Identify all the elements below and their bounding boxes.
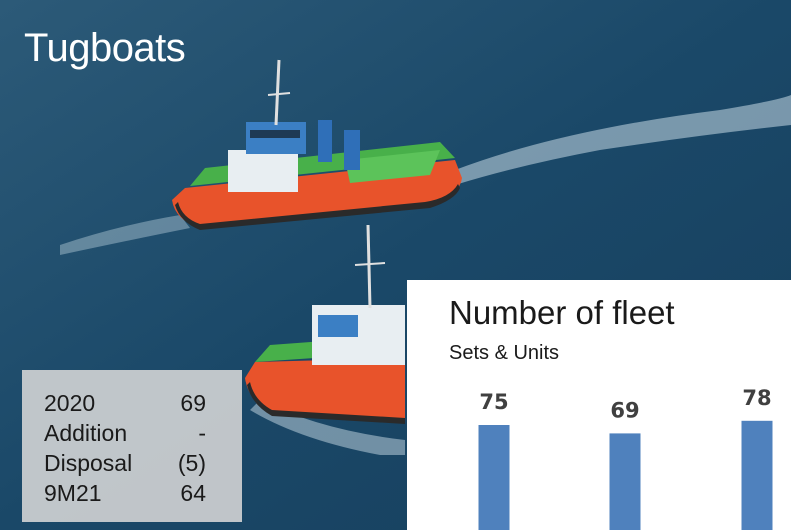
summary-value: - [198,420,206,446]
summary-label: Disposal [44,450,133,476]
summary-row: 9M21 64 [44,480,206,510]
summary-value: (5) [177,450,206,476]
wake [60,215,190,255]
bar-0 [478,425,510,530]
tugboat-2 [245,224,405,424]
summary-value: 64 [180,480,206,506]
fleet-bar-chart: 75 69 78 [478,386,773,530]
bar-value-label-1: 69 [610,398,639,422]
chart-title: Number of fleet [449,294,675,331]
summary-label: 9M21 [44,480,102,506]
summary-label: Addition [44,420,128,446]
summary-row: Disposal (5) [44,450,206,480]
summary-row: Addition - [44,420,206,450]
summary-row: 2020 69 [44,390,206,420]
wake [455,95,791,185]
fleet-summary-box: 2020 69 Addition - Disposal (5) 9M21 64 [22,370,242,522]
bar-1 [609,433,641,530]
bar-value-label-2: 78 [742,386,771,410]
summary-value: 69 [180,390,206,416]
page-title: Tugboats [24,26,186,70]
bar-2 [741,420,773,530]
bar-value-label-0: 75 [479,390,508,414]
chart-subtitle: Sets & Units [449,342,560,364]
fleet-chart-card: Number of fleet Sets & Units 75 69 78 [407,280,791,530]
tugboat-1 [172,59,462,230]
summary-label: 2020 [44,390,96,416]
